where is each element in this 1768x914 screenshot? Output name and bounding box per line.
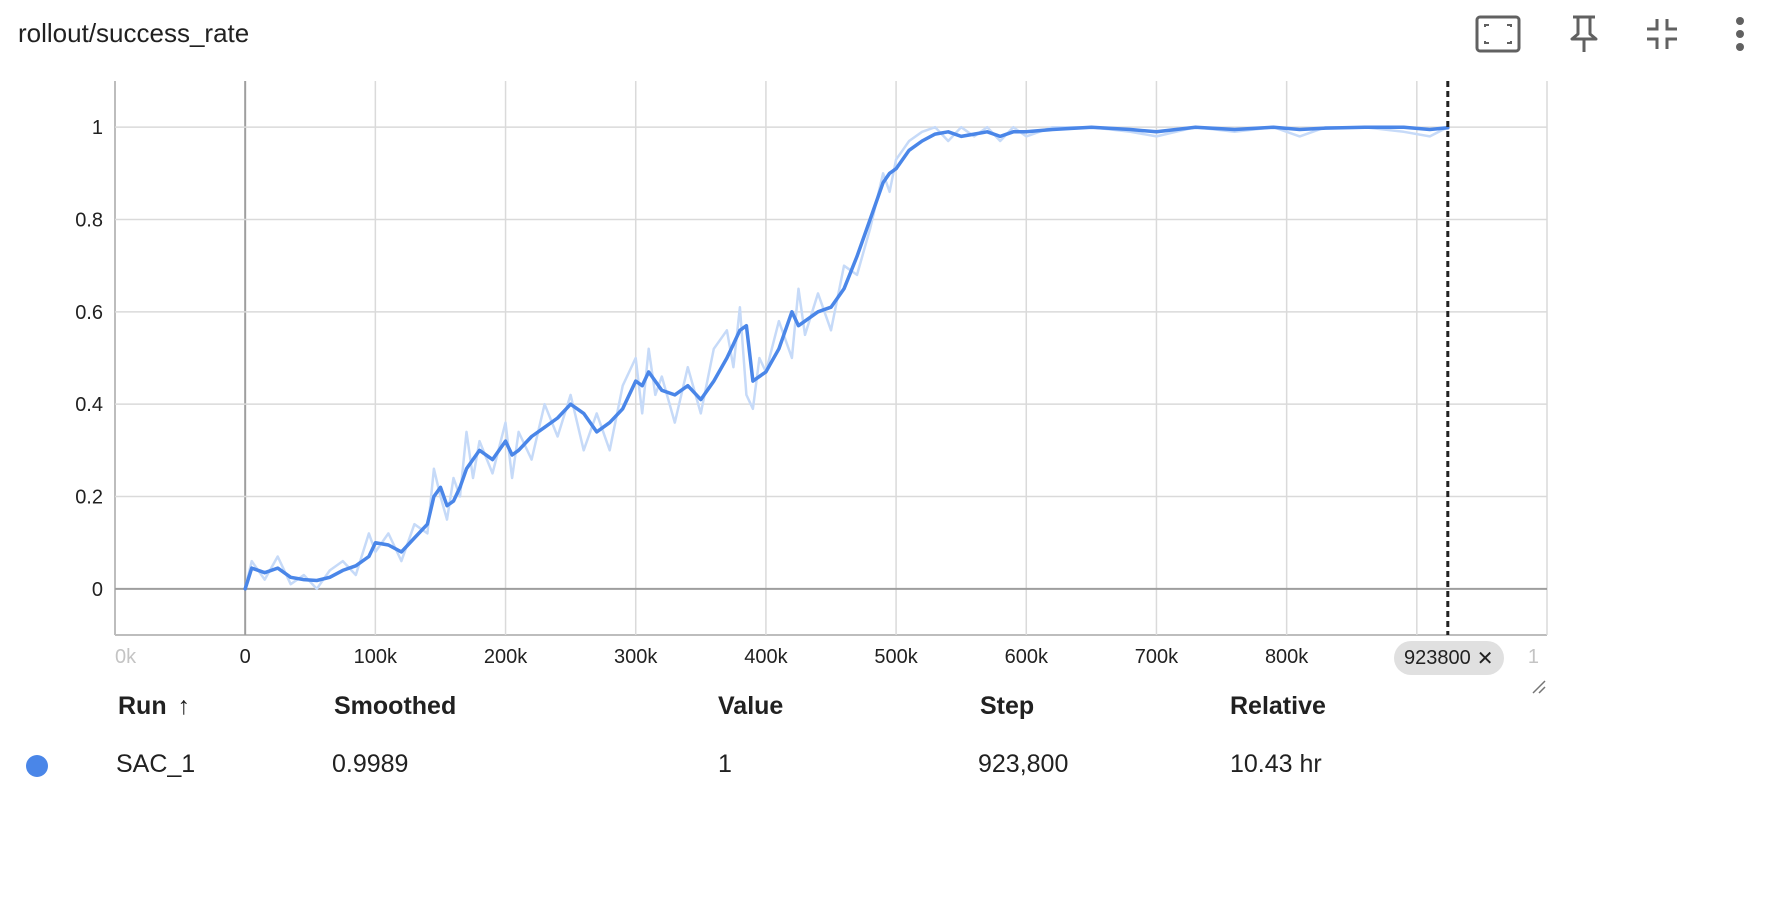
header-relative[interactable]: Relative xyxy=(1230,692,1326,720)
cursor-step-label: 923800 xyxy=(1404,646,1471,669)
y-tick-label: 0.8 xyxy=(75,210,103,232)
sort-arrow-icon: ↑ xyxy=(177,692,191,720)
resize-handle-icon[interactable] xyxy=(1530,678,1546,694)
header-value[interactable]: Value xyxy=(718,692,784,720)
fit-domain-button[interactable] xyxy=(1474,12,1522,56)
more-options-button[interactable] xyxy=(1716,12,1764,56)
series-line-smoothed xyxy=(243,125,1450,591)
x-tick-label: 800k xyxy=(1265,646,1309,668)
series-line-raw xyxy=(243,125,1450,591)
header-run[interactable]: Run ↑ xyxy=(118,692,191,720)
run-color-dot[interactable] xyxy=(26,755,48,777)
y-tick-label: 0.2 xyxy=(75,487,103,509)
run-name: SAC_1 xyxy=(116,750,196,778)
y-tick-label: 0 xyxy=(92,579,103,601)
x-tick-label: 300k xyxy=(614,646,658,668)
more-vert-icon xyxy=(1736,17,1744,51)
x-tick-label: 600k xyxy=(1005,646,1049,668)
relative-time: 10.43 hr xyxy=(1230,750,1322,778)
table-header-row: Run ↑ Smoothed Value Step Relative xyxy=(0,692,1560,732)
x-tick-label-edge: 1 xyxy=(1528,646,1539,668)
fit-domain-icon xyxy=(1475,15,1521,53)
x-tick-label: 700k xyxy=(1135,646,1179,668)
raw-value: 1 xyxy=(718,750,732,778)
x-tick-label: 0 xyxy=(240,646,251,668)
x-tick-label: 100k xyxy=(354,646,398,668)
collapse-icon xyxy=(1647,19,1677,49)
cursor-step-chip[interactable]: 923800 ✕ xyxy=(1394,641,1504,675)
table-row: SAC_1 0.9989 1 923,800 10.43 hr xyxy=(0,750,1560,790)
chart-title: rollout/success_rate xyxy=(18,18,250,48)
x-tick-label-edge: 0k xyxy=(115,646,137,668)
header-step[interactable]: Step xyxy=(980,692,1035,720)
pin-button[interactable] xyxy=(1560,12,1608,56)
smoothed-value: 0.9989 xyxy=(332,750,409,778)
y-tick-label: 1 xyxy=(92,117,103,139)
x-tick-label: 200k xyxy=(484,646,528,668)
y-tick-label: 0.6 xyxy=(75,302,103,324)
close-icon[interactable]: ✕ xyxy=(1476,647,1494,670)
y-tick-label: 0.4 xyxy=(75,394,103,416)
card-toolbar xyxy=(1448,12,1768,56)
header-smoothed[interactable]: Smoothed xyxy=(334,692,457,720)
line-chart[interactable]: 0 0.2 0.4 0.6 0.8 1 0 100k 200k 300k 400k 500k 600k 7… xyxy=(0,0,1560,690)
x-tick-label: 500k xyxy=(874,646,918,668)
pin-icon xyxy=(1570,15,1598,52)
collapse-button[interactable] xyxy=(1638,12,1686,56)
step-value: 923,800 xyxy=(978,750,1069,778)
x-tick-label: 400k xyxy=(744,646,788,668)
